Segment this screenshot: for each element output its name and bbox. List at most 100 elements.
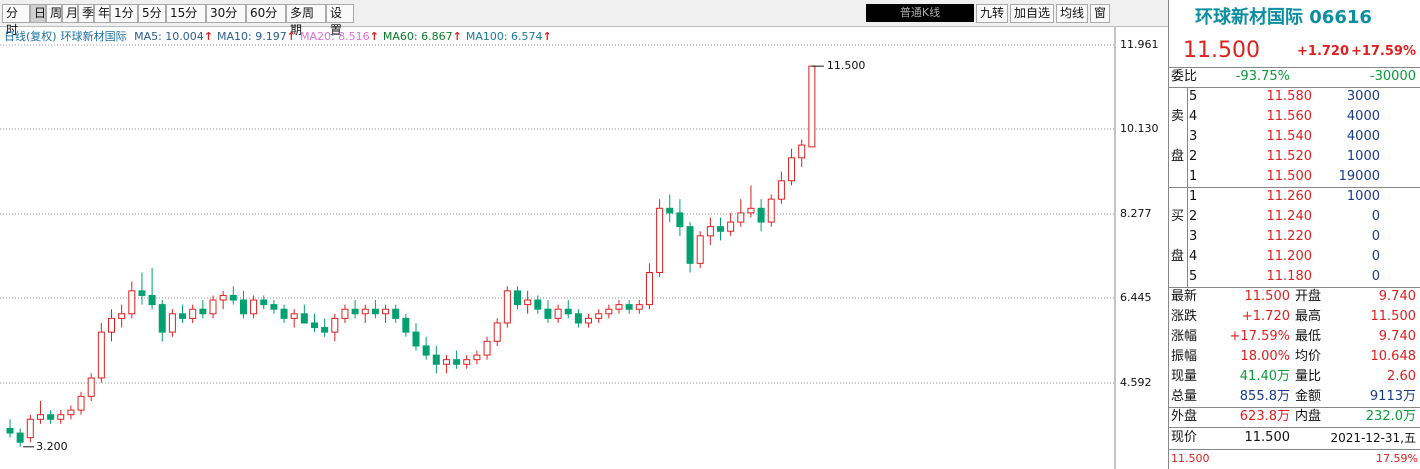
- candle-body: [26, 418, 34, 439]
- period-button[interactable]: 30分: [206, 4, 246, 23]
- divider: [1169, 407, 1420, 408]
- period-button[interactable]: 分时: [2, 4, 30, 37]
- ma-label: MA20: 8.516: [299, 30, 370, 43]
- book-price: 11.520: [1266, 149, 1313, 164]
- legend: 日线(复权) 环球新材国际 MA5: 10.004↑ MA10: 9.197↑ MA2…: [4, 28, 556, 44]
- divider: [1169, 87, 1420, 88]
- tool-button[interactable]: 窗: [1090, 4, 1110, 23]
- candle-body: [311, 322, 318, 329]
- period-button[interactable]: 1分: [110, 4, 138, 23]
- stat-value: 623.8万: [1239, 409, 1290, 424]
- candle-body: [544, 308, 552, 319]
- book-price: 11.540: [1266, 129, 1313, 144]
- candle-body: [250, 299, 258, 315]
- candle-body: [158, 304, 166, 333]
- candle-body: [798, 144, 806, 159]
- candle-body: [767, 198, 775, 223]
- tool-button[interactable]: 加自选: [1010, 4, 1054, 23]
- quote-panel: 环球新材国际 06616 11.500 +1.720 +17.59% 委比 -93.75%…: [1168, 0, 1420, 469]
- book-volume: 4000: [1346, 109, 1380, 124]
- candle-body: [666, 207, 674, 214]
- candle-body: [422, 345, 430, 356]
- tool-button[interactable]: 九转: [976, 4, 1008, 23]
- stock-title: 环球新材国际 06616: [1195, 7, 1372, 28]
- candle-body: [514, 290, 521, 306]
- period-button[interactable]: 日: [30, 4, 46, 23]
- period-button[interactable]: 年: [94, 4, 110, 23]
- divider: [1187, 87, 1188, 187]
- divider: [1169, 449, 1420, 450]
- candle-body: [645, 272, 653, 306]
- candle-body: [280, 308, 288, 319]
- candle-body: [361, 308, 369, 315]
- tool-button[interactable]: 均线: [1056, 4, 1088, 23]
- divider: [1169, 287, 1420, 288]
- candle-body: [260, 299, 268, 306]
- period-button[interactable]: 多周期: [286, 4, 326, 37]
- candle-body: [371, 308, 379, 315]
- ma-arrow: ↑: [452, 30, 462, 43]
- stat-label: 均价: [1295, 349, 1322, 364]
- ma-legend: MA10: 9.197↑: [217, 30, 296, 43]
- period-button[interactable]: 15分: [166, 4, 206, 23]
- stat-value: 41.40万: [1239, 369, 1290, 384]
- period-button[interactable]: 5分: [138, 4, 166, 23]
- y-tick-label: 6.445: [1120, 291, 1152, 304]
- ma-legend: MA5: 10.004↑: [134, 30, 213, 43]
- last-price: 11.500: [1183, 38, 1260, 63]
- candle-body: [57, 414, 65, 420]
- candle-body: [656, 207, 664, 274]
- candle-body: [432, 354, 440, 365]
- book-side: 盘: [1171, 149, 1185, 164]
- candle-body: [67, 409, 75, 416]
- candle-body: [87, 377, 95, 397]
- period-button[interactable]: 月: [62, 4, 78, 23]
- period-button[interactable]: 60分: [246, 4, 286, 23]
- ma-label: MA5: 10.004: [134, 30, 204, 43]
- book-level: 2: [1189, 209, 1198, 224]
- stat-label: 现量: [1171, 369, 1198, 384]
- stat-value: +1.720: [1241, 309, 1290, 324]
- candle-body: [331, 317, 339, 333]
- stat-value: 9.740: [1378, 329, 1416, 344]
- period-button[interactable]: 设置: [326, 4, 354, 37]
- stat-label: 外盘: [1171, 409, 1198, 424]
- candle-body: [595, 313, 603, 319]
- book-price: 11.260: [1266, 189, 1313, 204]
- ma-arrow: ↑: [369, 30, 379, 43]
- chart: 4.592 6.445 8.277 10.130 11.961 11.500 3.200: [0, 26, 1159, 469]
- y-tick-label: 10.130: [1120, 122, 1159, 135]
- candle-body: [635, 304, 643, 310]
- y-tick-label: 11.961: [1120, 38, 1159, 51]
- kline-type-dropdown[interactable]: 普通K线: [866, 4, 974, 22]
- stat-label: 涨跌: [1171, 309, 1198, 324]
- stat-label: 最新: [1171, 289, 1198, 304]
- candle-body: [737, 212, 745, 223]
- book-level: 5: [1189, 269, 1198, 284]
- period-button[interactable]: 周: [46, 4, 62, 23]
- candle-body: [717, 226, 724, 232]
- book-level: 1: [1189, 169, 1198, 184]
- candle-body: [392, 308, 400, 319]
- stat-value: 2.60: [1387, 369, 1416, 384]
- candle-body: [402, 317, 410, 333]
- divider: [1169, 67, 1420, 68]
- candle-body: [625, 304, 633, 310]
- candle-body: [574, 313, 582, 324]
- candle-body: [148, 294, 156, 306]
- period-button[interactable]: 季: [78, 4, 94, 23]
- book-level: 2: [1189, 149, 1198, 164]
- candle-body: [706, 226, 714, 237]
- stat-value: 9113万: [1369, 389, 1416, 404]
- now-label: 现价: [1171, 430, 1198, 445]
- candle-body: [239, 299, 247, 315]
- min-label: 3.200: [36, 440, 68, 453]
- candle-body: [605, 308, 613, 315]
- stat-label: 量比: [1295, 369, 1322, 384]
- change-pct: +17.59%: [1350, 44, 1416, 59]
- book-level: 1: [1189, 189, 1198, 204]
- stat-value: 10.648: [1370, 349, 1417, 364]
- stock-name: 环球新材国际: [60, 30, 127, 43]
- ma-legend: MA100: 6.574↑: [466, 30, 552, 43]
- book-volume: 0: [1371, 209, 1380, 224]
